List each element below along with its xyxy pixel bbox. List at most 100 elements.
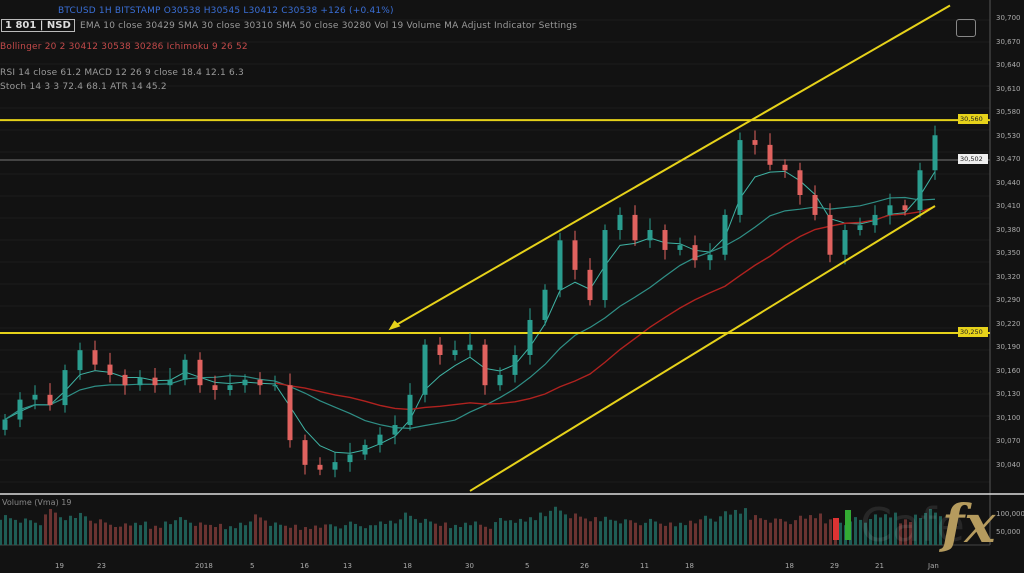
volume-bar (899, 523, 902, 545)
time-tick-label: 18 (685, 562, 694, 570)
volume-bar (664, 525, 667, 545)
volume-bar (594, 517, 597, 545)
volume-bar (939, 516, 942, 545)
volume-bar (494, 522, 497, 545)
candle-body (377, 434, 383, 445)
volume-bar (149, 528, 152, 545)
price-tick-label: 30,440 (996, 178, 1021, 187)
time-tick-label: 18 (403, 562, 412, 570)
volume-bar (624, 519, 627, 545)
volume-bar (69, 515, 72, 545)
volume-bar (314, 525, 317, 545)
volume-bar (199, 522, 202, 545)
time-tick-label: 5 (250, 562, 255, 570)
price-tick-label: 30,670 (996, 37, 1021, 46)
volume-bar (174, 520, 177, 545)
candle-body (467, 344, 473, 351)
candle-body (452, 350, 458, 355)
volume-bar (619, 523, 622, 545)
price-tick-label: 30,130 (996, 390, 1021, 398)
price-tick-label: 30,470 (996, 155, 1021, 163)
camera-icon[interactable] (956, 19, 976, 37)
volume-bar (79, 512, 82, 545)
volume-bar (539, 512, 542, 545)
volume-bar (414, 519, 417, 545)
volume-bar (84, 516, 87, 545)
volume-bar (769, 522, 772, 545)
volume-bar (479, 524, 482, 545)
volume-bar (684, 525, 687, 545)
candle-body (737, 140, 743, 215)
volume-bar (459, 527, 462, 545)
candle-body (407, 394, 413, 426)
volume-bar (254, 514, 257, 545)
candle-body (62, 370, 68, 406)
candle-body (917, 170, 923, 211)
volume-bar (154, 525, 157, 545)
time-tick-label: 13 (343, 562, 352, 570)
candle-body (887, 205, 893, 215)
volume-bar (369, 525, 372, 545)
candle-body (632, 214, 638, 241)
volume-bar (649, 518, 652, 545)
volume-bar (529, 517, 532, 545)
symbol-box[interactable]: 1 801 | NSD (1, 19, 75, 32)
volume-bar (44, 514, 47, 545)
time-tick-label: 23 (97, 562, 106, 570)
price-tick-label: 30,530 (996, 131, 1021, 140)
ema-slow-line (4, 196, 936, 430)
volume-bar (209, 524, 212, 545)
volume-bar (679, 522, 682, 545)
volume-bar (189, 522, 192, 545)
volume-bar (524, 521, 527, 545)
volume-bar (19, 522, 22, 545)
volume-bar (699, 519, 702, 545)
time-tick-label: 2018 (195, 562, 213, 570)
volume-bar (59, 517, 62, 545)
price-tick-label: 30,320 (996, 272, 1021, 281)
volume-bar (514, 522, 517, 545)
volume-bar (814, 518, 817, 545)
volume-bar (214, 527, 217, 545)
logo-red-candle-icon (833, 518, 839, 540)
volume-bar (919, 518, 922, 545)
candle-body (827, 214, 833, 255)
volume-bar (54, 512, 57, 545)
volume-bar (504, 520, 507, 545)
price-tick-label: 30,380 (996, 225, 1021, 234)
price-tick-label: 30,100 (996, 413, 1021, 422)
candle-body (227, 385, 233, 391)
volume-bar (434, 523, 437, 545)
volume-bar (724, 511, 727, 545)
volume-bar (604, 516, 607, 545)
volume-bar (574, 513, 577, 545)
volume-bar (324, 524, 327, 545)
volume-bar (829, 519, 832, 545)
volume-bar (294, 524, 297, 545)
volume-bar (904, 519, 907, 545)
volume-bar (764, 519, 767, 545)
volume-bar (289, 527, 292, 545)
candle-body (32, 394, 38, 400)
volume-bar (884, 514, 887, 545)
candle-body (587, 269, 593, 301)
logo-fx: fx (942, 494, 996, 555)
volume-bar (534, 520, 537, 545)
candle-body (932, 135, 938, 171)
volume-bar (9, 518, 12, 545)
volume-bar (444, 522, 447, 545)
price-tick-label: 30,290 (996, 296, 1021, 304)
volume-bar (584, 518, 587, 545)
volume-bar (789, 524, 792, 545)
volume-bar (499, 518, 502, 545)
legend-line-4: RSI 14 close 61.2 MACD 12 26 9 close 18.… (0, 68, 244, 78)
candle-body (572, 240, 578, 270)
channel-upper-line (390, 4, 951, 330)
volume-bar (634, 522, 637, 545)
volume-bar (599, 521, 602, 545)
volume-bar (934, 512, 937, 545)
volume-bar (454, 524, 457, 545)
candle-body (692, 245, 698, 261)
price-tick-label: 30,610 (996, 84, 1021, 93)
